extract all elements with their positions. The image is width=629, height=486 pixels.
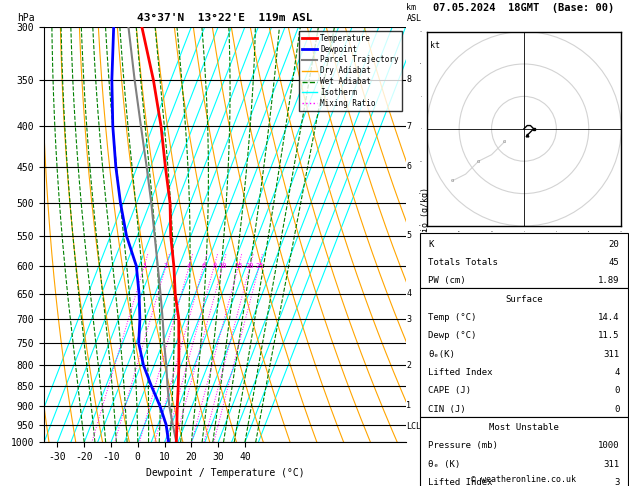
Text: 8: 8 (212, 263, 216, 269)
Title: 43°37'N  13°22'E  119m ASL: 43°37'N 13°22'E 119m ASL (137, 13, 313, 23)
Text: CIN (J): CIN (J) (428, 405, 466, 414)
Bar (420, 288, 628, 417)
Text: 311: 311 (603, 460, 620, 469)
Bar (420, 417, 628, 486)
Text: 3: 3 (406, 314, 411, 324)
Text: 311: 311 (603, 350, 620, 359)
Text: 07.05.2024  18GMT  (Base: 00): 07.05.2024 18GMT (Base: 00) (433, 3, 615, 13)
Text: 11.5: 11.5 (598, 331, 620, 341)
Text: Totals Totals: Totals Totals (428, 258, 498, 267)
Legend: Temperature, Dewpoint, Parcel Trajectory, Dry Adiabat, Wet Adiabat, Isotherm, Mi: Temperature, Dewpoint, Parcel Trajectory… (299, 31, 402, 111)
Text: Most Unstable: Most Unstable (489, 423, 559, 432)
Text: LCL: LCL (406, 422, 421, 431)
Text: 25: 25 (255, 263, 264, 269)
Text: o: o (477, 159, 480, 164)
Text: 5: 5 (406, 231, 411, 241)
Text: 1: 1 (142, 263, 147, 269)
Text: 6: 6 (406, 162, 411, 171)
Text: 8: 8 (406, 75, 411, 85)
Text: kt: kt (430, 41, 440, 51)
Text: hPa: hPa (17, 13, 35, 22)
Text: 0: 0 (614, 405, 620, 414)
Text: 20: 20 (246, 263, 254, 269)
Text: Surface: Surface (505, 295, 543, 304)
X-axis label: Dewpoint / Temperature (°C): Dewpoint / Temperature (°C) (145, 468, 304, 478)
Text: 2: 2 (406, 361, 411, 370)
Text: 1000: 1000 (598, 441, 620, 451)
Text: 14.4: 14.4 (598, 313, 620, 322)
Text: 4: 4 (187, 263, 191, 269)
Bar (420, 233, 628, 288)
Text: 4: 4 (614, 368, 620, 377)
Text: km
ASL: km ASL (406, 3, 421, 22)
Text: 2: 2 (164, 263, 168, 269)
Text: Pressure (mb): Pressure (mb) (428, 441, 498, 451)
Text: 6: 6 (201, 263, 206, 269)
Text: Mixing Ratio (g/kg): Mixing Ratio (g/kg) (421, 187, 430, 282)
Text: © weatheronline.co.uk: © weatheronline.co.uk (472, 474, 576, 484)
Text: 45: 45 (609, 258, 620, 267)
Text: 15: 15 (234, 263, 243, 269)
Text: θₑ(K): θₑ(K) (428, 350, 455, 359)
Text: θₑ (K): θₑ (K) (428, 460, 460, 469)
Text: 20: 20 (609, 240, 620, 249)
Text: Lifted Index: Lifted Index (428, 478, 493, 486)
Text: o: o (503, 139, 506, 144)
Text: 0: 0 (614, 386, 620, 396)
Text: 4: 4 (406, 289, 411, 298)
Text: 1.89: 1.89 (598, 277, 620, 285)
Text: Dewp (°C): Dewp (°C) (428, 331, 477, 341)
Text: 7: 7 (406, 122, 411, 131)
Text: PW (cm): PW (cm) (428, 277, 466, 285)
Text: Temp (°C): Temp (°C) (428, 313, 477, 322)
Text: CAPE (J): CAPE (J) (428, 386, 472, 396)
Text: 3: 3 (614, 478, 620, 486)
Text: o: o (451, 178, 454, 183)
Text: 1: 1 (406, 401, 411, 410)
Text: Lifted Index: Lifted Index (428, 368, 493, 377)
Text: 10: 10 (218, 263, 227, 269)
Text: K: K (428, 240, 434, 249)
